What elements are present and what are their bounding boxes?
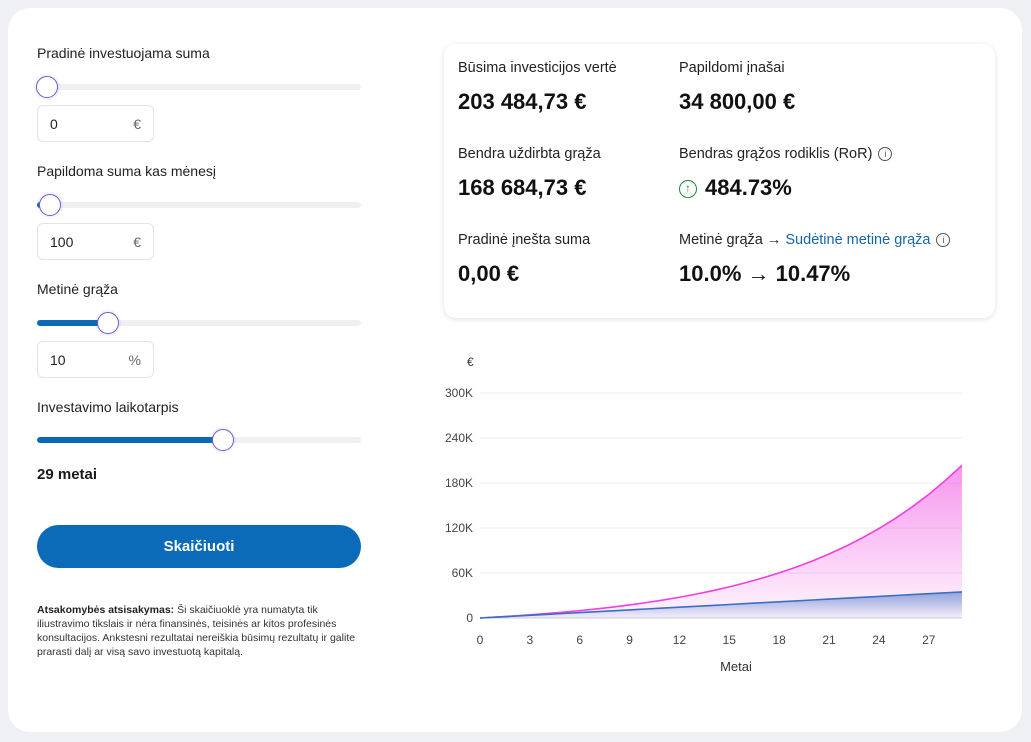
info-icon[interactable]: i [878,147,893,161]
monthly-amount-label: Papildoma suma kas mėnesį [37,163,216,179]
initial-amount-slider[interactable] [35,76,361,98]
contributions-label: Papildomi įnašai [679,60,785,76]
euro-unit: € [133,116,141,132]
ror-value: 484.73% [705,175,792,200]
future-value: 203 484,73 € [458,89,587,114]
investment-period-label: Investavimo laikotarpis [37,399,179,415]
x-axis-label: Metai [720,659,752,674]
contributions-value: 34 800,00 € [679,89,796,114]
x-tick-label: 15 [723,633,737,647]
y-tick-label: 300K [445,386,473,400]
future-value-label: Būsima investicijos vertė [458,60,617,76]
x-tick-label: 0 [477,633,484,647]
results-panel: Būsima investicijos vertė 203 484,73 € P… [444,44,995,318]
compound-return-value: 10.0% → 10.47% [679,261,851,286]
y-tick-label: 180K [445,476,473,490]
calculate-button[interactable]: Skaičiuoti [37,525,361,568]
annual-return-input[interactable]: 10 % [37,341,154,378]
investment-period-slider[interactable] [37,429,361,451]
disclaimer-title: Atsakomybės atsisakymas: [37,604,175,616]
y-tick-label: 240K [445,431,473,445]
x-tick-label: 9 [626,633,633,647]
y-tick-label: 120K [445,521,473,535]
annual-return-slider[interactable] [37,312,361,334]
compound-return-label-row: Metinė grąža → Sudėtinė metinė grąža i [679,232,951,248]
percent-unit: % [128,352,141,368]
total-return-value: 168 684,73 € [458,175,587,200]
x-tick-label: 3 [527,633,534,647]
y-axis-label: € [467,355,474,369]
investment-period-value: 29 metai [37,466,98,483]
x-tick-label: 18 [772,633,786,647]
arrow-up-circle-icon: ↑ [679,180,697,198]
x-tick-label: 12 [673,633,687,647]
input-value: 100 [50,234,74,250]
x-tick-label: 24 [872,633,886,647]
slider-thumb[interactable] [97,312,120,334]
disclaimer-text: Ši skaičiuoklė yra numatyta tik iliustra… [37,604,356,658]
y-tick-label: 0 [466,611,473,625]
chart-lines [479,464,963,619]
slider-thumb[interactable] [212,429,235,451]
info-icon[interactable]: i [936,233,951,247]
slider-fill [37,437,224,443]
y-tick-label: 60K [452,566,473,580]
series-area [480,465,962,618]
initial-deposit-label: Pradinė įnešta suma [458,232,591,248]
initial-deposit-value: 0,00 € [458,261,520,286]
compound-return-link[interactable]: Sudėtinė metinė grąža [785,232,931,248]
disclaimer: Atsakomybės atsisakymas: Ši skaičiuoklė … [37,603,367,659]
slider-thumb[interactable] [38,194,61,216]
input-value: 0 [50,116,58,132]
input-value: 10 [50,352,66,368]
euro-unit: € [133,234,141,250]
initial-amount-input[interactable]: 0 € [37,105,154,142]
ror-label: Bendras grąžos rodiklis (RoR) [679,146,873,162]
monthly-amount-input[interactable]: 100 € [37,223,154,260]
initial-amount-label: Pradinė investuojama suma [37,45,210,61]
slider-thumb[interactable] [35,76,58,98]
annual-return-label: Metinė grąža [37,281,118,297]
x-tick-label: 27 [922,633,936,647]
series-line [479,464,963,619]
series-line [479,591,963,619]
x-axis-ticks: 0 3 6 9 12 15 18 21 24 27 [477,633,936,647]
slider-fill [37,320,109,326]
x-tick-label: 6 [576,633,583,647]
ror-label-row: Bendras grąžos rodiklis (RoR) i [679,146,893,162]
total-return-label: Bendra uždirbta grąža [458,146,601,162]
monthly-amount-slider[interactable] [37,194,361,216]
ror-value-row: ↑ 484.73% [679,175,792,201]
x-tick-label: 21 [822,633,836,647]
y-axis-ticks: 300K 240K 180K 120K 60K 0 [445,386,473,625]
annual-return-prefix: Metinė grąža → [679,232,782,248]
